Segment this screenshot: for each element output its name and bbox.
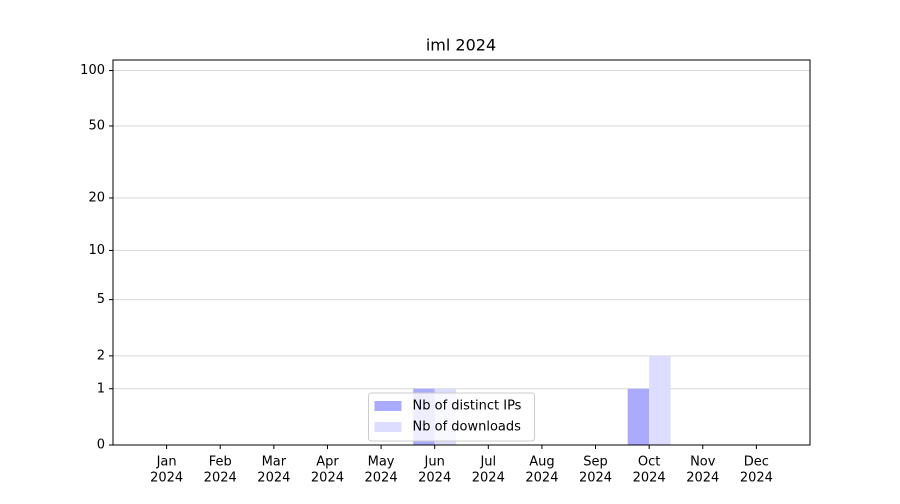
x-tick-label: 2024 [472,471,505,486]
x-tick-label: 2024 [150,471,183,486]
x-tick-label: 2024 [579,471,612,486]
x-tick-label: Jun [424,455,445,470]
bar [649,355,671,445]
x-tick-label: Aug [529,455,554,470]
x-tick-label: Sep [583,455,608,470]
x-tick-label: Jul [479,455,496,470]
y-tick-label: 50 [88,118,105,133]
legend-label: Nb of downloads [413,420,522,435]
x-tick-label: Dec [744,455,769,470]
x-tick-label: 2024 [525,471,558,486]
chart-title: iml 2024 [426,36,496,55]
bar [627,388,650,445]
plot-frame [112,59,811,446]
legend: Nb of distinct IPs Nb of downloads [368,392,535,442]
legend-box [368,392,535,442]
x-tick-label: Jan [156,455,177,470]
legend-swatch [374,401,402,411]
y-tick-label: 1 [97,381,105,396]
y-tick-label: 10 [88,243,105,258]
y-tick-label: 0 [97,438,105,453]
x-tick-label: 2024 [418,471,451,486]
x-tick-label: 2024 [204,471,237,486]
legend-swatch [374,422,402,432]
x-tick-label: Feb [209,455,232,470]
x-tick-label: Apr [316,455,339,470]
y-tick-label: 5 [97,292,105,307]
x-tick-label: 2024 [633,471,666,486]
x-tick-label: Nov [690,455,716,470]
y-tick-label: 100 [80,63,105,78]
x-tick-label: Oct [638,455,660,470]
x-tick-label: 2024 [365,471,398,486]
x-tick-label: 2024 [740,471,773,486]
y-tick-label: 2 [97,348,105,363]
x-tick-label: 2024 [311,471,344,486]
x-tick-label: Mar [262,455,287,470]
x-tick-label: 2024 [686,471,719,486]
legend-label: Nb of distinct IPs [413,399,522,414]
x-tick-label: May [368,455,395,470]
x-tick-label: 2024 [257,471,290,486]
y-tick-label: 20 [88,190,105,205]
